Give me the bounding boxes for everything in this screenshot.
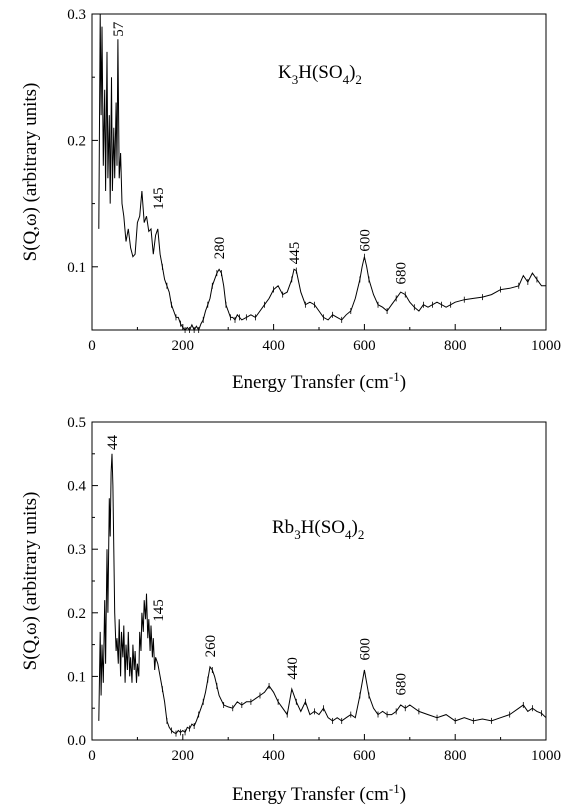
x-axis-title: Energy Transfer (cm-1) xyxy=(232,369,406,393)
plot-frame xyxy=(91,421,547,741)
compound-label: Rb3H(SO4)2 xyxy=(272,517,364,542)
x-tick-label: 200 xyxy=(172,338,195,354)
compound-subscript: 2 xyxy=(355,72,362,87)
x-tick-label: 600 xyxy=(353,748,376,764)
compound-label: K3H(SO4)2 xyxy=(278,62,362,87)
x-axis-title: Energy Transfer (cm-1) xyxy=(232,781,406,805)
chart-rb3h-so4-2: 0.0 0.1 0.2 0.3 0.4 0.5 0 200 400 600 800 1000 44 1… xyxy=(20,415,561,805)
peak-label: 145 xyxy=(151,187,167,210)
peak-label: 57 xyxy=(111,21,127,36)
peak-label: 260 xyxy=(203,635,219,658)
y-tick-label: 0.4 xyxy=(67,479,86,495)
x-tick-label: 800 xyxy=(444,748,467,764)
peak-labels: 57 145 280 445 600 680 xyxy=(111,21,547,333)
peak-label: 44 xyxy=(105,434,121,450)
compound-base: K xyxy=(278,62,292,83)
x-tick-label: 400 xyxy=(262,338,285,354)
y-tick-label: 0.2 xyxy=(67,606,86,622)
compound-end: ) xyxy=(352,517,358,538)
x-title-end: ) xyxy=(400,372,406,393)
x-tick-label: 600 xyxy=(353,338,376,354)
y-tick-label: 0.5 xyxy=(67,415,86,431)
x-title-main: Energy Transfer (cm xyxy=(232,372,389,393)
compound-subscript: 4 xyxy=(345,527,352,542)
y-tick-label: 0.1 xyxy=(67,669,86,685)
compound-subscript: 2 xyxy=(358,527,365,542)
x-axis-ticks: 0 200 400 600 800 1000 xyxy=(88,734,561,764)
peak-label: 280 xyxy=(212,237,228,260)
series-line xyxy=(98,453,547,735)
peak-label: 600 xyxy=(357,638,373,661)
peak-label: 145 xyxy=(151,599,167,622)
y-tick-label: 0.1 xyxy=(67,260,86,276)
y-axis-ticks: 0.1 0.2 0.3 xyxy=(67,7,98,276)
x-axis-ticks: 0 200 400 600 800 1000 xyxy=(88,324,561,354)
peak-label: 680 xyxy=(394,673,410,696)
x-tick-label: 0 xyxy=(88,748,96,764)
x-title-superscript: -1 xyxy=(389,781,400,796)
peak-label: 680 xyxy=(394,262,410,285)
peak-label: 445 xyxy=(287,242,303,265)
peak-label: 600 xyxy=(357,229,373,252)
y-tick-label: 0.3 xyxy=(67,7,86,23)
x-tick-label: 1000 xyxy=(531,338,561,354)
compound-base: Rb xyxy=(272,517,294,538)
compound-end: ) xyxy=(349,62,355,83)
compound-middle: H(SO xyxy=(298,62,342,83)
y-tick-label: 0.0 xyxy=(67,733,86,749)
compound-subscript: 4 xyxy=(343,72,350,87)
x-tick-label: 1000 xyxy=(531,748,561,764)
y-tick-label: 0.3 xyxy=(67,542,86,558)
x-tick-label: 200 xyxy=(172,748,195,764)
x-tick-label: 400 xyxy=(262,748,285,764)
x-tick-label: 800 xyxy=(444,338,467,354)
peak-label: 440 xyxy=(285,657,301,680)
y-axis-title: S(Q,ω) (arbitrary units) xyxy=(20,492,41,671)
x-title-main: Energy Transfer (cm xyxy=(232,784,389,805)
compound-subscript: 3 xyxy=(292,72,299,87)
chart-k3h-so4-2: 0.1 0.2 0.3 0 200 400 600 800 1000 57 145 280 445 6… xyxy=(20,7,561,393)
peak-labels: 44 145 260 440 600 680 xyxy=(105,434,542,737)
y-tick-label: 0.2 xyxy=(67,133,86,149)
y-axis-ticks: 0.0 0.1 0.2 0.3 0.4 0.5 xyxy=(67,415,98,749)
compound-subscript: 3 xyxy=(294,527,301,542)
y-axis-title: S(Q,ω) (arbitrary units) xyxy=(20,83,41,262)
x-title-end: ) xyxy=(400,784,406,805)
compound-middle: H(SO xyxy=(301,517,345,538)
x-title-superscript: -1 xyxy=(389,369,400,384)
x-tick-label: 0 xyxy=(88,338,96,354)
